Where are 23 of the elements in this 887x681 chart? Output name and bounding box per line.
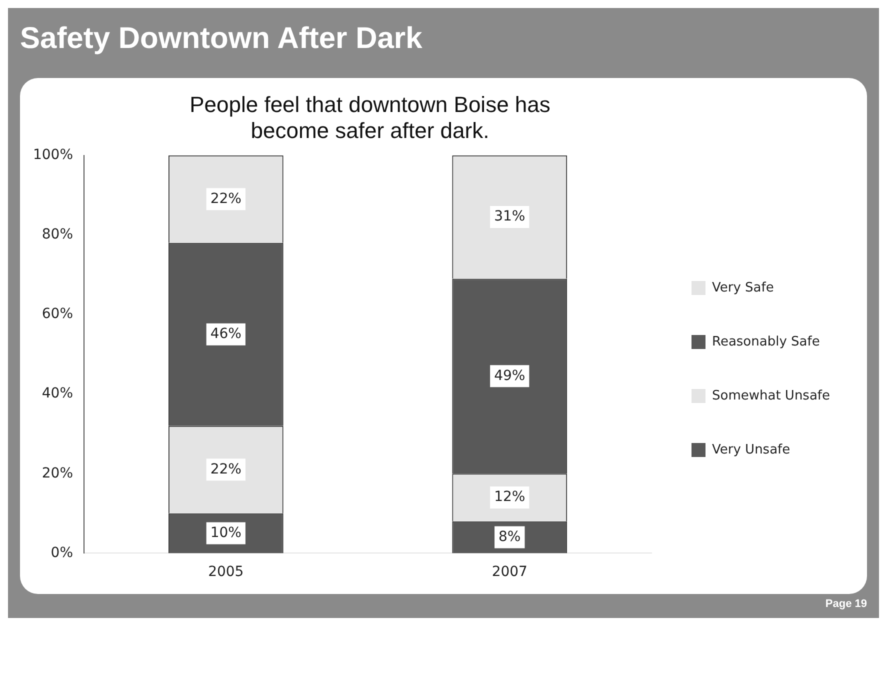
text: 10% [210, 524, 242, 541]
chart-title: Safety Downtown After Dark [20, 21, 424, 57]
y-tick-label: 20% [42, 465, 74, 482]
text: 49% [494, 368, 526, 384]
text: 12% [494, 489, 526, 506]
text: 46% [210, 326, 242, 342]
x-tick-label: 2007 [492, 564, 528, 580]
y-tick-label: 40% [42, 386, 74, 402]
legend-label: Very Unsafe [712, 442, 790, 458]
text: 31% [494, 208, 526, 225]
y-tick-label: 0% [50, 544, 74, 561]
text: 22% [210, 190, 242, 207]
text: 22% [210, 461, 242, 478]
text: 8% [498, 528, 521, 545]
y-tick-label: 60% [42, 306, 74, 322]
legend-label: Somewhat Unsafe [712, 388, 830, 404]
legend-label: Very Safe [712, 280, 774, 296]
y-tick-label: 80% [42, 226, 74, 243]
chart-subtitle: People feel that downtown Boise has become safer after dark. [188, 92, 552, 144]
text: Page 19 [824, 598, 867, 610]
x-tick-label: 2005 [208, 564, 244, 580]
legend-label: Reasonably Safe [712, 334, 820, 350]
y-tick-label: 100% [32, 147, 74, 164]
